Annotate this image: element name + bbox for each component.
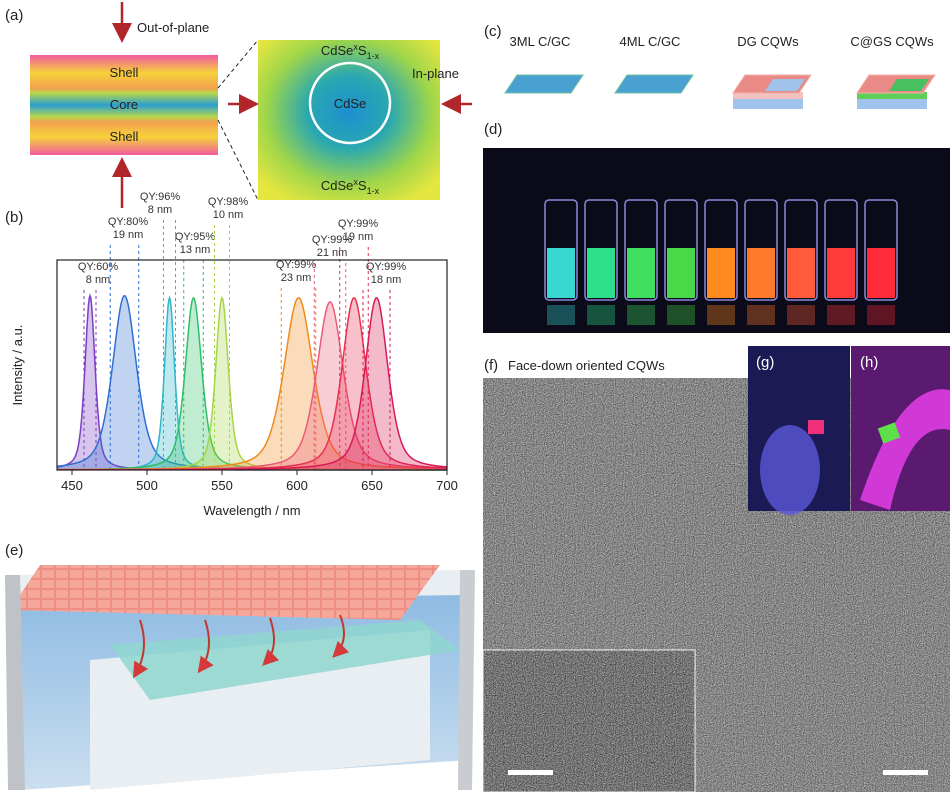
reflection [747, 305, 775, 325]
fwhm-label: 21 nm [317, 247, 348, 259]
x-tick-label: 650 [361, 478, 383, 493]
figure: (a) (b) (c) (d) (e) (f) Out-of-plane She… [0, 0, 952, 797]
panel-f: Face-down oriented CQWs (g) (h) [483, 346, 950, 792]
vial-liquid [707, 248, 735, 298]
panel-label: (a) [5, 7, 23, 24]
panel-label: (b) [5, 209, 23, 226]
label: Shell [110, 129, 139, 144]
panel-c: 3ML C/GC 4ML C/GC DG CQWs C@GS CQWs [505, 34, 935, 109]
vial-liquid [627, 248, 655, 298]
panel-label: (d) [484, 121, 502, 138]
fwhm-label: 19 nm [113, 229, 144, 241]
sample-label: 4ML C/GC [620, 34, 681, 49]
fwhm-label: 18 nm [371, 274, 402, 286]
tile [505, 75, 583, 93]
label: Core [110, 97, 138, 112]
panel-label: (g) [756, 354, 774, 371]
x-tick-label: 600 [286, 478, 308, 493]
vial-liquid [827, 248, 855, 298]
reflection [787, 305, 815, 325]
panel-label: (f) [484, 357, 498, 374]
vial-liquid [787, 248, 815, 298]
qy-label: QY:98% [208, 196, 249, 208]
fwhm-label: 19 nm [343, 231, 374, 243]
x-tick-label: 450 [61, 478, 83, 493]
qy-label: QY:80% [108, 216, 149, 228]
fwhm-label: 10 nm [213, 209, 244, 221]
sample-label: DG CQWs [737, 34, 799, 49]
label: In-plane [412, 66, 459, 81]
x-tick-label: 550 [211, 478, 233, 493]
x-tick-label: 500 [136, 478, 158, 493]
panel-e [5, 565, 475, 790]
reflection [667, 305, 695, 325]
panel-label: (e) [5, 542, 23, 559]
qy-label: QY:99% [338, 218, 379, 230]
vial-liquid [747, 248, 775, 298]
label: Out-of-plane [137, 20, 209, 35]
tile [615, 75, 693, 93]
vial-liquid [547, 248, 575, 298]
panel-d [483, 148, 950, 333]
sample-label: C@GS CQWs [850, 34, 934, 49]
panel-title: Face-down oriented CQWs [508, 358, 665, 373]
panel-a: Out-of-plane Shell Core Shell CdSe CdSex… [30, 2, 472, 208]
panel-label: (c) [484, 23, 502, 40]
vial-liquid [867, 248, 895, 298]
qy-label: QY:99% [276, 259, 317, 271]
x-tick-label: 700 [436, 478, 458, 493]
reflection [627, 305, 655, 325]
label: CdSe [334, 96, 367, 111]
vial-liquid [667, 248, 695, 298]
qy-label: QY:96% [140, 191, 181, 203]
fwhm-label: 8 nm [148, 204, 172, 216]
sample-label: 3ML C/GC [510, 34, 571, 49]
x-axis-label: Wavelength / nm [203, 503, 300, 518]
reflection [547, 305, 575, 325]
qy-label: QY:99% [366, 261, 407, 273]
reflection [867, 305, 895, 325]
vial-liquid [587, 248, 615, 298]
reflection [707, 305, 735, 325]
fwhm-label: 23 nm [281, 272, 312, 284]
reflection [587, 305, 615, 325]
y-axis-label: Intensity / a.u. [10, 325, 25, 406]
panel-b: Intensity / a.u. Wavelength / nm 450 500 550… [10, 191, 458, 518]
qy-label: QY:60% [78, 261, 119, 273]
fwhm-label: 13 nm [180, 244, 211, 256]
panel-label: (h) [860, 354, 878, 371]
fwhm-label: 8 nm [86, 274, 110, 286]
label: Shell [110, 65, 139, 80]
reflection [827, 305, 855, 325]
qy-label: QY:95% [175, 231, 216, 243]
